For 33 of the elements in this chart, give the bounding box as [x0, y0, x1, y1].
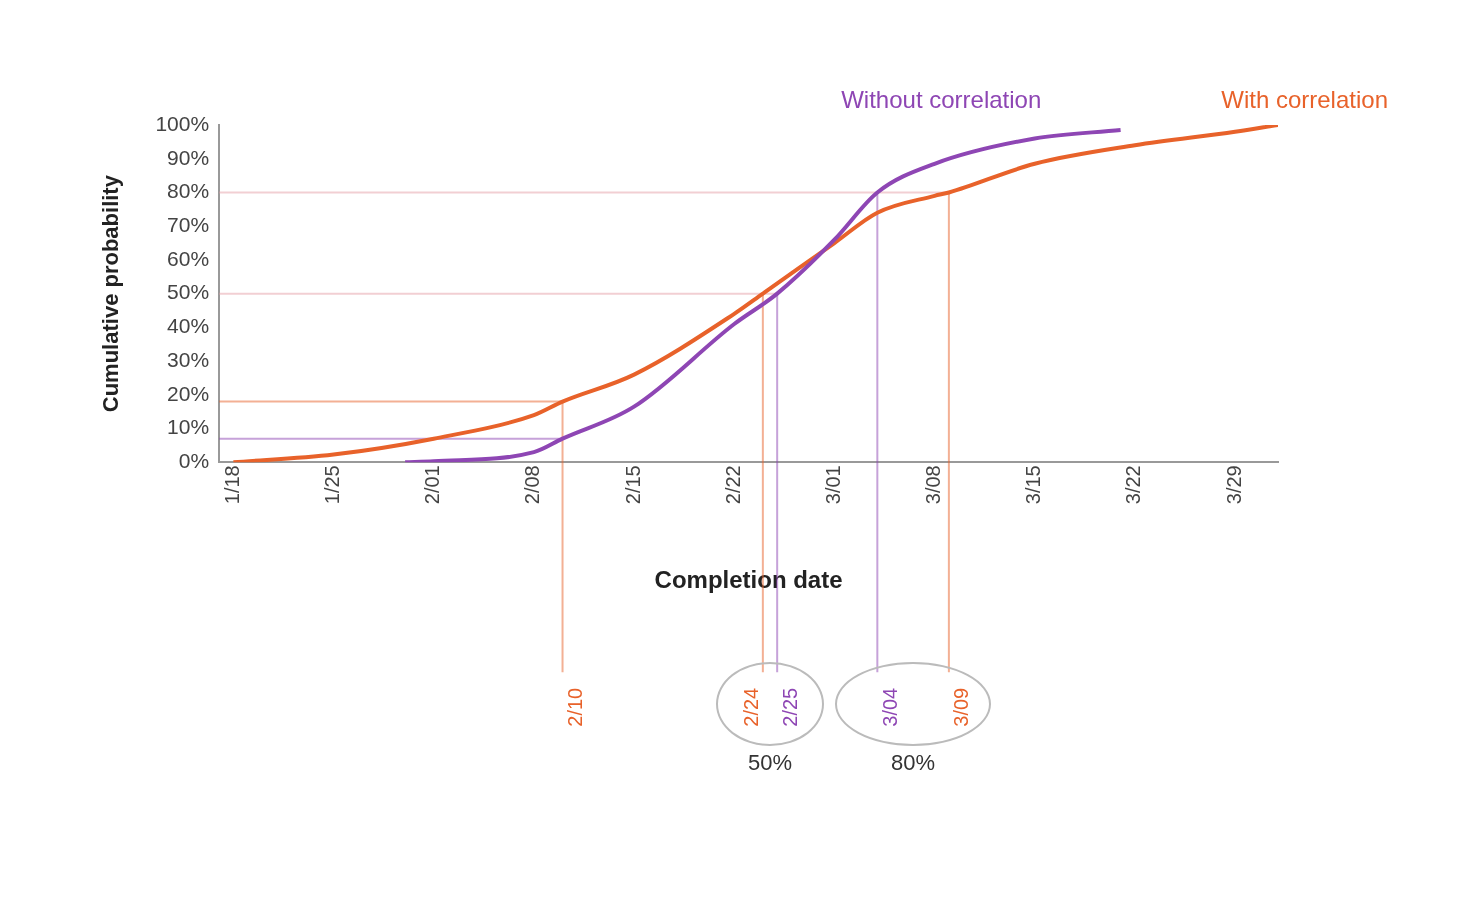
x-tick-label: 1/25 — [321, 465, 344, 505]
x-tick-label: 3/01 — [821, 465, 844, 505]
ref-line-label: 2/25 — [778, 687, 801, 727]
x-tick-label: 2/08 — [521, 465, 544, 505]
y-tick-label: 70% — [167, 212, 210, 236]
y-tick-label: 60% — [167, 246, 210, 270]
y-tick-label: 80% — [167, 179, 210, 203]
text: 80% — [891, 750, 936, 776]
x-tick-label: 2/01 — [421, 465, 444, 505]
y-tick-label: 10% — [167, 415, 210, 439]
x-tick-label: 2/15 — [621, 465, 644, 505]
y-tick-label: 30% — [167, 347, 210, 371]
y-tick-label: 20% — [167, 381, 210, 405]
x-tick-label: 3/22 — [1122, 465, 1145, 505]
x-tick-label: 3/15 — [1022, 465, 1045, 505]
x-tick-label: 3/08 — [922, 465, 945, 505]
ref-line-label: 2/10 — [564, 687, 587, 727]
x-axis-title: Completion date — [654, 566, 843, 594]
series-label: Without correlation — [841, 85, 1042, 113]
x-tick-label: 1/18 — [220, 465, 243, 505]
series-label: With correlation — [1221, 85, 1388, 113]
y-tick-label: 40% — [167, 314, 210, 338]
ref-line-label: 2/24 — [740, 687, 763, 727]
text: 50% — [748, 750, 793, 776]
x-tick-label: 3/29 — [1222, 465, 1245, 505]
y-tick-label: 0% — [178, 449, 210, 473]
ref-line-label: 3/04 — [878, 687, 901, 727]
y-tick-label: 50% — [167, 280, 210, 304]
y-axis-title: Cumulative probability — [98, 174, 124, 413]
ref-line-label: 3/09 — [950, 687, 973, 727]
y-tick-label: 100% — [155, 111, 210, 135]
y-tick-label: 90% — [167, 145, 210, 169]
x-tick-label: 2/22 — [721, 465, 744, 505]
